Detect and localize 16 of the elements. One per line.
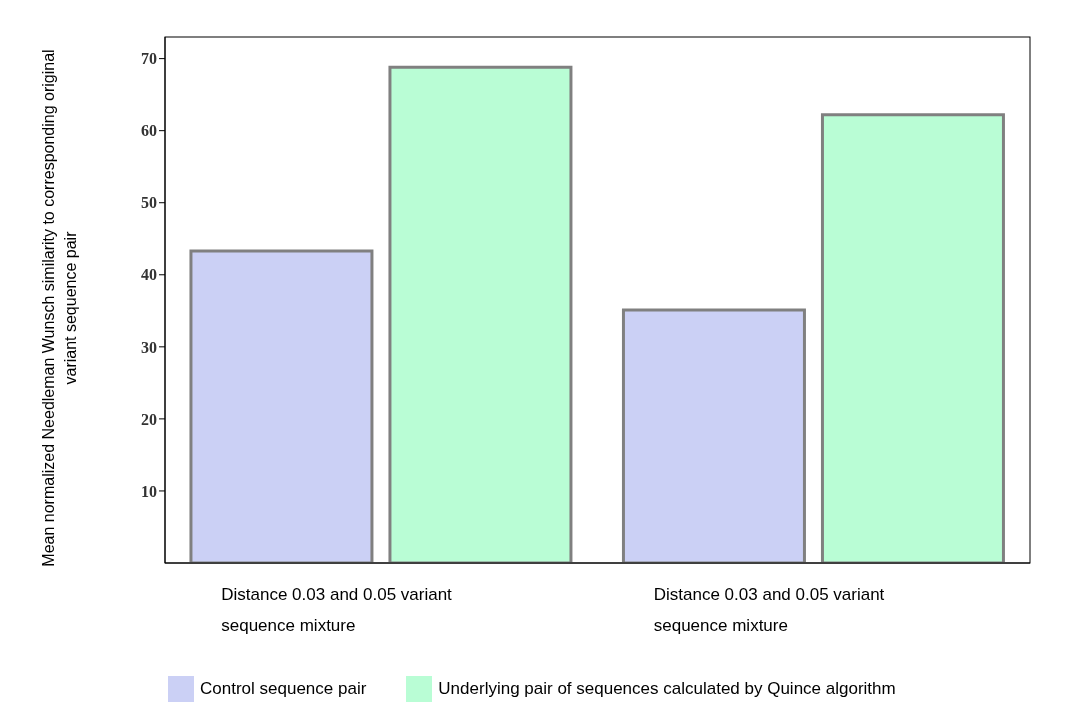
y-tick-label: 60 [141,122,157,140]
legend-label: Underlying pair of sequences calculated by Quince algorithm [438,679,896,699]
y-tick-label: 50 [141,194,157,212]
legend-label: Control sequence pair [200,679,367,699]
bar [189,249,374,563]
y-tick-label: 30 [141,338,157,356]
y-tick-label: 70 [141,50,157,68]
y-axis-title: Mean normalized Needleman Wunsch similarity to corresponding original variant sequence pair [39,48,80,568]
x-tick-label: Distance 0.03 and 0.05 variant sequence mixture [221,585,453,636]
y-tick-label: 10 [141,482,157,500]
bar [820,113,1005,563]
bar [388,65,573,563]
x-tick-label: Distance 0.03 and 0.05 variant sequence mixture [653,585,885,636]
bar [621,308,806,563]
y-tick-label: 40 [141,266,157,284]
y-tick-label: 20 [141,410,157,428]
